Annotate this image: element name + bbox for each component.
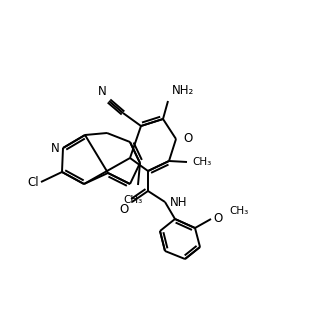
Text: Cl: Cl: [27, 175, 39, 188]
Text: N: N: [51, 142, 60, 156]
Text: NH₂: NH₂: [172, 84, 194, 97]
Text: O: O: [183, 132, 192, 146]
Text: CH₃: CH₃: [192, 157, 211, 167]
Text: O: O: [120, 203, 129, 216]
Text: NH: NH: [170, 197, 188, 210]
Text: O: O: [213, 211, 222, 225]
Text: N: N: [98, 85, 107, 98]
Text: CH₃: CH₃: [229, 206, 248, 216]
Text: CH₃: CH₃: [123, 195, 143, 205]
